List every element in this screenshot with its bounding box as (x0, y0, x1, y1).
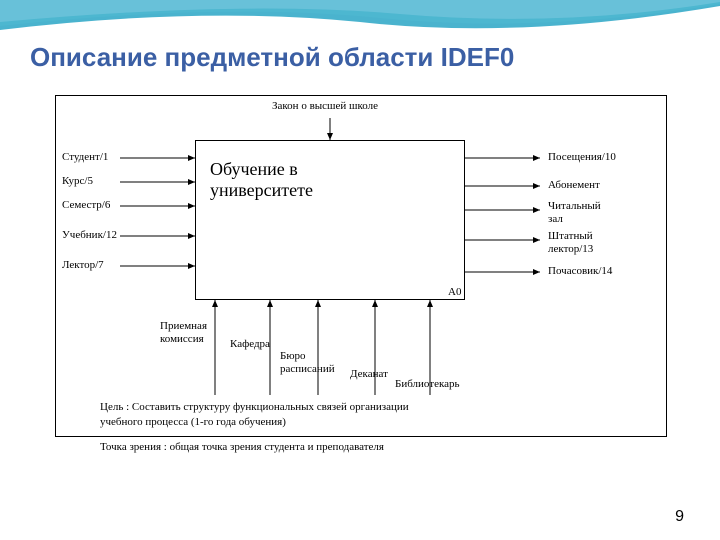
mechanism-label: Кафедра (230, 338, 270, 351)
input-label: Учебник/12 (62, 229, 117, 242)
input-label: Студент/1 (62, 151, 108, 164)
viewpoint-text: Точка зрения : общая точка зрения студен… (100, 440, 384, 455)
mechanism-label: Деканат (350, 368, 388, 381)
control-label: Закон о высшей школе (272, 100, 378, 113)
input-label: Курс/5 (62, 175, 93, 188)
output-label: Посещения/10 (548, 151, 616, 164)
mechanism-label: Приемная комиссия (160, 320, 207, 345)
mechanism-label: Библиотекарь (395, 378, 460, 391)
output-label: Почасовик/14 (548, 265, 612, 278)
goal-text: Цель : Составить структуру функциональны… (100, 400, 409, 430)
page-number: 9 (675, 508, 684, 526)
mechanism-label: Бюро расписаний (280, 350, 335, 375)
output-label: Штатный лектор/13 (548, 230, 593, 255)
output-label: Абонемент (548, 179, 600, 192)
input-label: Семестр/6 (62, 199, 110, 212)
output-label: Читальный зал (548, 200, 601, 225)
input-label: Лектор/7 (62, 259, 104, 272)
